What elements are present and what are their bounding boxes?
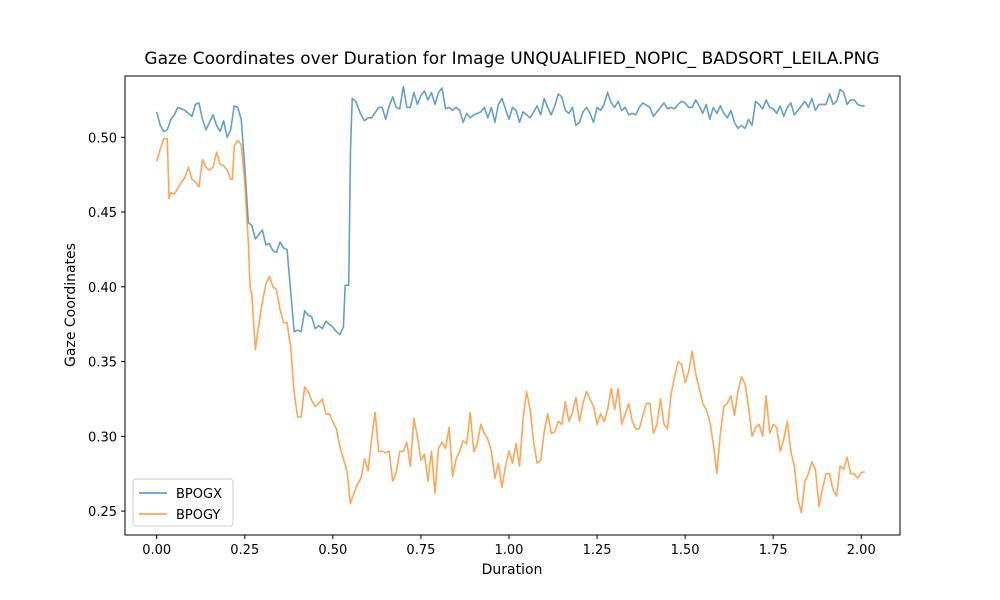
y-tick-label: 0.50: [88, 131, 117, 146]
x-tick-label: 1.75: [759, 543, 788, 558]
chart-title: Gaze Coordinates over Duration for Image…: [144, 49, 879, 69]
y-axis-label: Gaze Coordinates: [63, 243, 79, 367]
x-tick-label: 0.50: [318, 543, 347, 558]
x-tick-label: 2.00: [847, 543, 876, 558]
y-tick-label: 0.25: [88, 505, 117, 520]
legend-label-bpogy: BPOGY: [176, 508, 220, 523]
x-tick-label: 1.00: [495, 543, 524, 558]
y-axis: 0.25 0.30 0.35 0.40 0.45 0.50: [88, 131, 125, 520]
x-tick-label: 1.25: [583, 543, 612, 558]
x-axis: 0.00 0.25 0.50 0.75 1.00 1.25 1.50 1.75 2.00: [142, 535, 876, 558]
series-line-bpogy: [155, 137, 865, 514]
x-axis-label: Duration: [482, 562, 543, 578]
x-tick-label: 1.50: [671, 543, 700, 558]
plot-area: [155, 85, 865, 514]
y-tick-label: 0.30: [88, 430, 117, 445]
axes-frame: [124, 75, 901, 536]
x-tick-label: 0.75: [406, 543, 435, 558]
series-line-bpogx: [155, 85, 865, 336]
x-tick-label: 0.00: [142, 543, 171, 558]
y-tick-label: 0.40: [88, 281, 117, 296]
legend-label-bpogx: BPOGX: [176, 487, 222, 502]
x-tick-label: 0.25: [230, 543, 259, 558]
y-tick-label: 0.35: [88, 356, 117, 371]
legend: BPOGX BPOGY: [132, 478, 234, 527]
y-tick-label: 0.45: [88, 206, 117, 221]
